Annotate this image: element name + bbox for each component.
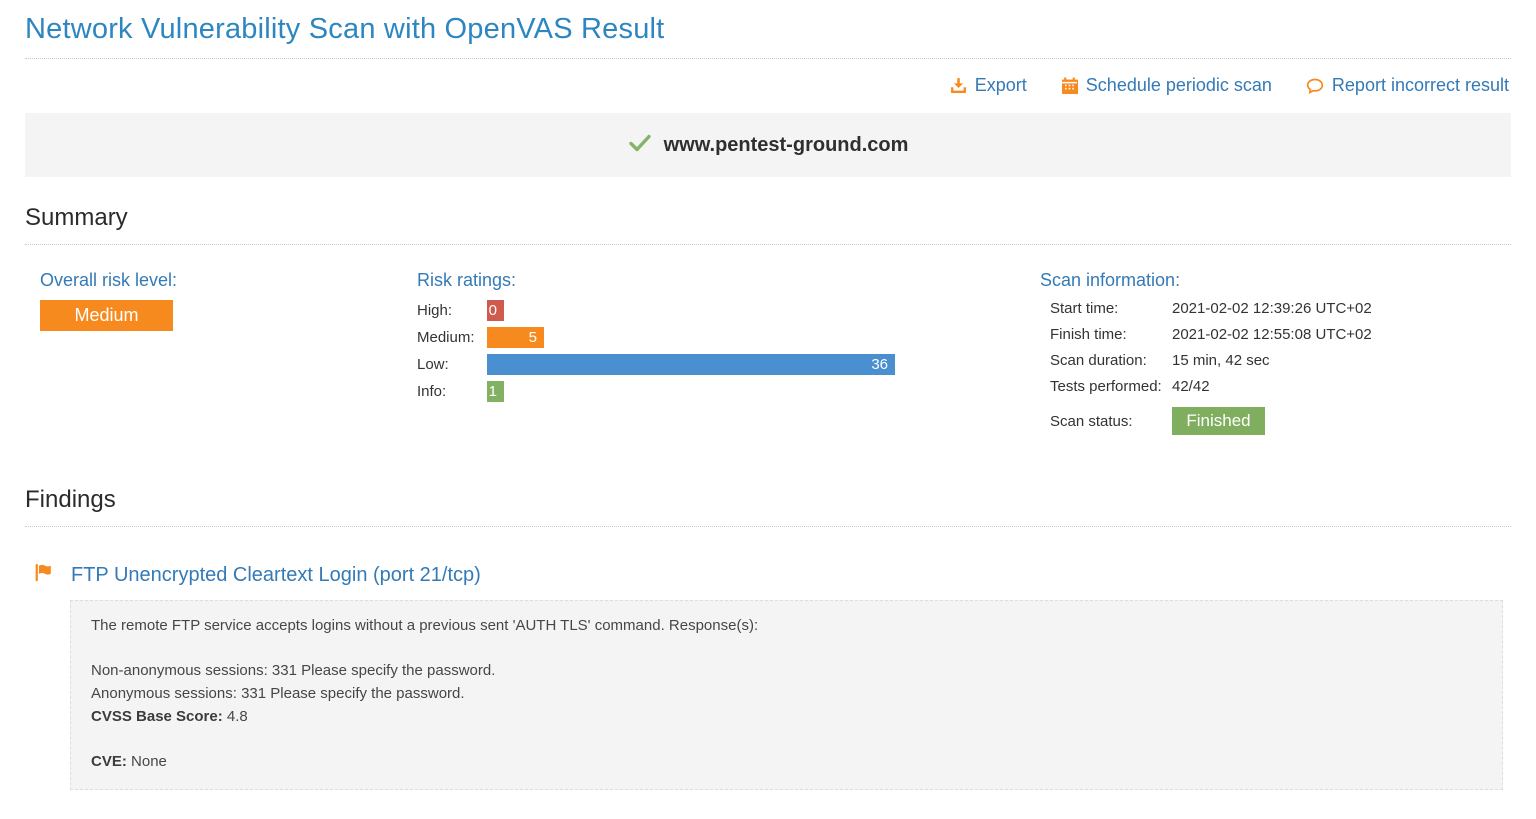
export-label: Export <box>974 75 1027 95</box>
schedule-periodic-scan-button[interactable]: Schedule periodic scan <box>1061 75 1272 96</box>
scan-status-badge: Finished <box>1172 407 1265 435</box>
scan-status-row: Scan status: Finished <box>1040 407 1511 435</box>
scan-info-label: Tests performed: <box>1050 378 1162 395</box>
risk-bar-track: 36 <box>487 354 895 375</box>
download-icon <box>950 77 967 94</box>
scan-info-label: Scan duration: <box>1050 352 1147 369</box>
calendar-icon <box>1061 77 1078 94</box>
target-strip: www.pentest-ground.com <box>25 113 1511 177</box>
risk-ratings-label: Risk ratings: <box>417 270 517 290</box>
risk-bar-track: 0 <box>487 300 895 321</box>
findings-divider <box>25 526 1511 527</box>
cvss-value: 4.8 <box>226 708 248 725</box>
risk-bar: 5 <box>487 327 544 348</box>
scan-information-column: Scan information: Start time: 2021-02-02 … <box>1040 270 1511 435</box>
risk-bar-row: High: 0 <box>417 300 1040 321</box>
risk-bar-row: Info: 1 <box>417 381 1040 402</box>
finding-details-box: The remote FTP service accepts logins wi… <box>70 600 1503 790</box>
risk-bar-value: 0 <box>488 302 497 319</box>
scan-result-page: Network Vulnerability Scan with OpenVAS … <box>0 13 1536 790</box>
risk-bar-label: High: <box>417 302 453 319</box>
risk-ratings-column: Risk ratings: High: 0 Medium: 5 Low: 36 Info: 1 <box>417 270 1040 435</box>
scan-info-row: Tests performed: 42/42 <box>1040 378 1511 395</box>
risk-bar-track: 5 <box>487 327 895 348</box>
risk-bar-label: Low: <box>417 356 449 373</box>
risk-bar-value: 1 <box>488 383 497 400</box>
finding-description-line: Non-anonymous sessions: 331 Please speci… <box>91 662 496 679</box>
flag-icon <box>33 563 52 587</box>
risk-bar-label: Info: <box>417 383 447 400</box>
scan-info-row: Scan duration: 15 min, 42 sec <box>1040 352 1511 369</box>
finding-title-link[interactable]: FTP Unencrypted Cleartext Login (port 21… <box>71 563 481 586</box>
cve-value: None <box>131 753 167 770</box>
overall-risk-label: Overall risk level: <box>40 270 178 290</box>
risk-bar: 1 <box>487 381 504 402</box>
overall-risk-column: Overall risk level: Medium <box>25 270 417 435</box>
report-label: Report incorrect result <box>1331 75 1509 95</box>
comment-icon <box>1306 77 1324 95</box>
scan-information-label: Scan information: <box>1040 270 1181 290</box>
risk-bar-track: 1 <box>487 381 895 402</box>
scan-info-value: 2021-02-02 12:39:26 UTC+02 <box>1172 300 1372 317</box>
overall-risk-badge: Medium <box>40 300 173 331</box>
risk-bar-value: 5 <box>528 329 537 346</box>
scan-info-value: 2021-02-02 12:55:08 UTC+02 <box>1172 326 1372 343</box>
finding-description-line: Anonymous sessions: 331 Please specify t… <box>91 685 465 702</box>
risk-bar-value: 36 <box>871 356 888 373</box>
scan-status-label: Scan status: <box>1050 412 1133 430</box>
cvss-line: CVSS Base Score: 4.8 <box>91 705 1482 728</box>
scan-info-value: 15 min, 42 sec <box>1172 352 1270 369</box>
scan-info-label: Start time: <box>1050 300 1119 317</box>
finding-description-paragraph: The remote FTP service accepts logins wi… <box>91 614 1482 637</box>
export-button[interactable]: Export <box>950 75 1027 96</box>
scan-info-label: Finish time: <box>1050 326 1127 343</box>
finding-item: FTP Unencrypted Cleartext Login (port 21… <box>25 563 1511 790</box>
risk-ratings-chart: High: 0 Medium: 5 Low: 36 Info: 1 <box>417 300 1040 402</box>
risk-bar-row: Low: 36 <box>417 354 1040 375</box>
findings-heading: Findings <box>25 486 116 513</box>
scan-info-row: Finish time: 2021-02-02 12:55:08 UTC+02 <box>1040 326 1511 343</box>
cve-label: CVE: <box>91 753 127 770</box>
risk-bar-row: Medium: 5 <box>417 327 1040 348</box>
finding-title-row: FTP Unencrypted Cleartext Login (port 21… <box>25 563 1511 587</box>
risk-bar: 36 <box>487 354 895 375</box>
report-incorrect-result-button[interactable]: Report incorrect result <box>1306 75 1509 96</box>
actions-bar: Export Schedule periodic scan Report inc… <box>25 59 1511 110</box>
risk-bar-label: Medium: <box>417 329 475 346</box>
scan-info-row: Start time: 2021-02-02 12:39:26 UTC+02 <box>1040 300 1511 317</box>
finding-description-line: The remote FTP service accepts logins wi… <box>91 617 759 634</box>
risk-bar: 0 <box>487 300 504 321</box>
target-domain: www.pentest-ground.com <box>663 133 909 156</box>
scan-information-rows: Start time: 2021-02-02 12:39:26 UTC+02 Fin… <box>1040 300 1511 395</box>
cve-line: CVE: None <box>91 750 1482 773</box>
title-divider <box>25 58 1511 59</box>
finding-description-paragraph: Non-anonymous sessions: 331 Please speci… <box>91 659 1482 705</box>
scan-info-value: 42/42 <box>1172 378 1210 395</box>
page-title: Network Vulnerability Scan with OpenVAS … <box>25 13 665 45</box>
check-icon <box>628 133 652 158</box>
cvss-label: CVSS Base Score: <box>91 708 223 725</box>
summary-divider <box>25 244 1511 245</box>
summary-section: Overall risk level: Medium Risk ratings:… <box>25 270 1511 435</box>
schedule-label: Schedule periodic scan <box>1085 75 1272 95</box>
summary-heading: Summary <box>25 204 128 231</box>
finding-description: The remote FTP service accepts logins wi… <box>91 614 1482 705</box>
